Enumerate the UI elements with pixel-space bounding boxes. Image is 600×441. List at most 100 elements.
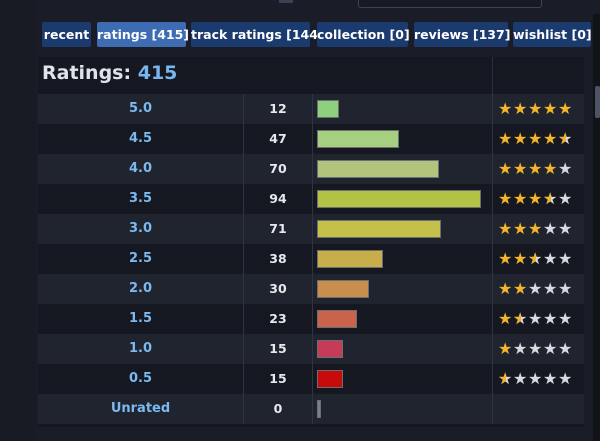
- star-icon: ★: [513, 189, 527, 208]
- ratings-total-count: 415: [137, 62, 178, 84]
- column-divider: [243, 364, 244, 394]
- star-icon: ★: [528, 189, 542, 208]
- top-bar-fragment: [279, 0, 293, 3]
- ratings-panel: Ratings: 415 5.012★★★★★4.547★★★★★4.070★★…: [38, 57, 584, 427]
- column-divider: [312, 334, 313, 364]
- star-icon: ★: [498, 189, 512, 208]
- star-rating: ★★★★★: [498, 154, 573, 184]
- tab-wishlist[interactable]: wishlist [0]: [513, 22, 592, 47]
- column-divider: [312, 154, 313, 184]
- rating-value-link[interactable]: 0.5: [128, 371, 153, 386]
- star-icon: ★: [528, 129, 542, 148]
- star-icon: ★: [528, 244, 543, 274]
- rating-row: 2.0 30 ★ ★ ★ ★ ★: [38, 274, 584, 304]
- rating-count: 38: [269, 251, 287, 266]
- rating-count: 94: [269, 191, 287, 206]
- rating-value-link[interactable]: 1.5: [128, 311, 153, 326]
- star-icon: ★: [498, 99, 512, 118]
- star-icon: ★: [558, 99, 572, 118]
- star-icon: ★: [513, 129, 527, 148]
- tab-ratings[interactable]: ratings [415]: [97, 22, 189, 47]
- star-icon: ★: [513, 99, 527, 118]
- rating-distribution-bar: [317, 340, 343, 358]
- column-divider: [492, 94, 493, 124]
- rating-value-link[interactable]: 4.5: [128, 131, 153, 146]
- star-icon: ★: [498, 219, 512, 238]
- star-icon: ★: [513, 279, 527, 298]
- rating-value-link[interactable]: 4.0: [128, 161, 153, 176]
- star-icon: ★: [558, 159, 572, 178]
- column-divider: [312, 244, 313, 274]
- star-icon: ★: [498, 309, 512, 328]
- column-divider: [492, 154, 493, 184]
- column-divider: [243, 394, 244, 424]
- star-rating: ★★★★★: [498, 364, 573, 394]
- rating-count: 70: [269, 161, 287, 176]
- rating-row: 3.5 94 ★ ★ ★★ ★: [38, 184, 584, 214]
- rating-row: 1.0 15 ★ ★ ★ ★ ★: [38, 334, 584, 364]
- scrollbar-thumb[interactable]: [595, 86, 600, 118]
- star-icon: ★: [558, 279, 572, 298]
- star-icon: ★: [558, 219, 572, 238]
- star-icon: ★: [528, 369, 542, 388]
- column-divider: [312, 394, 313, 424]
- rating-count: 47: [269, 131, 287, 146]
- rating-count: 15: [269, 341, 287, 356]
- rating-row: 3.0 71 ★ ★ ★ ★ ★: [38, 214, 584, 244]
- rating-row: 4.0 70 ★ ★ ★ ★ ★: [38, 154, 584, 184]
- star-icon: ★: [543, 339, 557, 358]
- star-rating: ★★★★★: [498, 124, 573, 154]
- star-icon: ★: [558, 189, 572, 208]
- rating-count: 12: [269, 101, 287, 116]
- header-divider: [492, 57, 493, 94]
- star-icon: ★: [543, 184, 558, 214]
- star-icon: ★: [513, 219, 527, 238]
- column-divider: [243, 334, 244, 364]
- rating-value-link[interactable]: 3.0: [128, 221, 153, 236]
- star-icon: ★: [528, 279, 542, 298]
- column-divider: [243, 274, 244, 304]
- top-search-box[interactable]: [358, 0, 542, 8]
- star-icon: ★: [498, 129, 512, 148]
- rating-distribution-bar: [317, 220, 441, 238]
- column-divider: [243, 304, 244, 334]
- star-rating: ★★★★★: [498, 304, 573, 334]
- star-icon: ★: [558, 309, 572, 328]
- star-icon: ★: [498, 279, 512, 298]
- rating-distribution-bar: [317, 280, 369, 298]
- tab-collection[interactable]: collection [0]: [317, 22, 410, 47]
- star-icon: ★: [543, 249, 557, 268]
- star-icon: ★: [513, 249, 527, 268]
- rating-distribution-bar: [317, 370, 343, 388]
- rating-value-link[interactable]: Unrated: [110, 401, 171, 416]
- rating-row: 5.0 12 ★ ★ ★ ★ ★: [38, 94, 584, 124]
- column-divider: [312, 124, 313, 154]
- column-divider: [492, 394, 493, 424]
- rating-value-link[interactable]: 3.5: [128, 191, 153, 206]
- star-icon: ★: [498, 339, 512, 358]
- star-icon: ★: [528, 159, 542, 178]
- column-divider: [492, 274, 493, 304]
- column-divider: [312, 184, 313, 214]
- column-divider: [243, 244, 244, 274]
- rating-value-link[interactable]: 2.5: [128, 251, 153, 266]
- rating-row: 4.5 47 ★ ★ ★ ★★: [38, 124, 584, 154]
- star-icon: ★: [543, 129, 557, 148]
- star-icon: ★: [498, 249, 512, 268]
- rating-value-link[interactable]: 5.0: [128, 101, 153, 116]
- star-rating: ★★★★★: [498, 274, 573, 304]
- rating-value-link[interactable]: 1.0: [128, 341, 153, 356]
- tab-track-ratings[interactable]: track ratings [144]: [191, 22, 324, 47]
- star-icon: ★: [558, 339, 572, 358]
- column-divider: [492, 364, 493, 394]
- tab-recent[interactable]: recent: [42, 22, 91, 47]
- column-divider: [243, 154, 244, 184]
- star-icon: ★: [513, 159, 527, 178]
- tab-reviews[interactable]: reviews [137]: [414, 22, 510, 47]
- star-icon: ★: [528, 309, 542, 328]
- rating-value-link[interactable]: 2.0: [128, 281, 153, 296]
- column-divider: [492, 244, 493, 274]
- rating-count: 23: [269, 311, 287, 326]
- rating-row: 1.5 23 ★★ ★ ★ ★: [38, 304, 584, 334]
- column-divider: [312, 94, 313, 124]
